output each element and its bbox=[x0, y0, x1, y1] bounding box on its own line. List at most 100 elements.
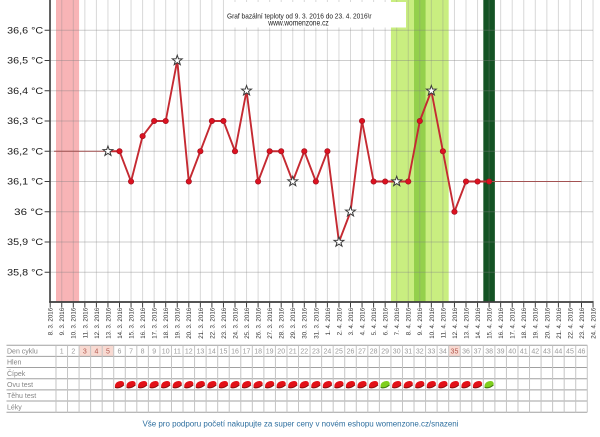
svg-text:36,5 °C: 36,5 °C bbox=[7, 56, 44, 66]
svg-text:2. 4. 2016: 2. 4. 2016 bbox=[336, 307, 343, 335]
svg-text:4: 4 bbox=[94, 349, 98, 356]
svg-text:13: 13 bbox=[196, 349, 204, 356]
svg-text:13. 3. 2016: 13. 3. 2016 bbox=[105, 307, 112, 339]
svg-text:31. 3. 2016: 31. 3. 2016 bbox=[313, 307, 320, 339]
svg-text:8. 4. 2016: 8. 4. 2016 bbox=[406, 307, 413, 335]
svg-text:30: 30 bbox=[393, 349, 401, 356]
svg-text:11: 11 bbox=[174, 349, 181, 356]
svg-text:25: 25 bbox=[335, 349, 343, 356]
svg-text:46: 46 bbox=[578, 349, 586, 356]
svg-text:11. 3. 2016: 11. 3. 2016 bbox=[82, 307, 89, 338]
svg-text:26: 26 bbox=[347, 349, 355, 356]
svg-text:24. 4. 2016: 24. 4. 2016 bbox=[590, 307, 597, 339]
svg-text:Hlen: Hlen bbox=[7, 360, 22, 367]
svg-text:19. 4. 2016: 19. 4. 2016 bbox=[533, 307, 540, 339]
svg-text:3: 3 bbox=[83, 349, 87, 356]
svg-text:10. 3. 2016: 10. 3. 2016 bbox=[71, 307, 78, 339]
svg-text:44: 44 bbox=[555, 349, 563, 356]
svg-text:23: 23 bbox=[312, 349, 320, 356]
svg-text:36 °C: 36 °C bbox=[14, 207, 44, 217]
svg-text:14. 3. 2016: 14. 3. 2016 bbox=[117, 307, 124, 339]
svg-text:6. 4. 2016: 6. 4. 2016 bbox=[383, 307, 390, 335]
svg-text:30. 3. 2016: 30. 3. 2016 bbox=[302, 307, 309, 339]
svg-text:16: 16 bbox=[231, 349, 239, 356]
svg-text:22. 4. 2016: 22. 4. 2016 bbox=[567, 307, 574, 339]
svg-text:35: 35 bbox=[451, 349, 459, 356]
svg-text:12. 3. 2016: 12. 3. 2016 bbox=[94, 307, 101, 339]
svg-text:6: 6 bbox=[118, 349, 122, 356]
svg-text:18: 18 bbox=[254, 349, 262, 356]
svg-text:Čípek: Čípek bbox=[7, 369, 26, 378]
svg-text:1. 4. 2016: 1. 4. 2016 bbox=[325, 307, 332, 335]
svg-text:43: 43 bbox=[543, 349, 551, 356]
svg-text:34: 34 bbox=[439, 349, 447, 356]
svg-text:39: 39 bbox=[497, 349, 505, 356]
svg-text:16. 3. 2016: 16. 3. 2016 bbox=[140, 307, 147, 339]
svg-text:14: 14 bbox=[208, 349, 216, 356]
svg-text:15. 4. 2016: 15. 4. 2016 bbox=[487, 307, 494, 339]
svg-text:9. 4. 2016: 9. 4. 2016 bbox=[417, 307, 424, 335]
svg-text:Léky: Léky bbox=[7, 404, 22, 411]
svg-text:7: 7 bbox=[129, 349, 133, 356]
svg-text:9. 3. 2016: 9. 3. 2016 bbox=[59, 307, 66, 335]
svg-text:20. 4. 2016: 20. 4. 2016 bbox=[544, 307, 551, 339]
svg-text:24: 24 bbox=[324, 349, 332, 356]
svg-text:1: 1 bbox=[60, 349, 64, 356]
svg-text:42: 42 bbox=[531, 349, 539, 356]
svg-text:15: 15 bbox=[220, 349, 228, 356]
svg-text:12. 4. 2016: 12. 4. 2016 bbox=[452, 307, 459, 339]
svg-text:15. 3. 2016: 15. 3. 2016 bbox=[128, 307, 135, 339]
svg-text:31: 31 bbox=[404, 349, 412, 356]
svg-text:24. 3. 2016: 24. 3. 2016 bbox=[232, 307, 239, 339]
svg-text:9: 9 bbox=[152, 349, 156, 356]
svg-text:28. 3. 2016: 28. 3. 2016 bbox=[279, 307, 286, 339]
svg-text:37: 37 bbox=[474, 349, 482, 356]
svg-text:17: 17 bbox=[243, 349, 251, 356]
svg-text:22. 3. 2016: 22. 3. 2016 bbox=[209, 307, 216, 339]
svg-text:17. 4. 2016: 17. 4. 2016 bbox=[510, 307, 517, 339]
svg-text:26. 3. 2016: 26. 3. 2016 bbox=[256, 307, 263, 339]
svg-text:45: 45 bbox=[566, 349, 574, 356]
svg-text:27. 3. 2016: 27. 3. 2016 bbox=[267, 307, 274, 339]
svg-text:10. 4. 2016: 10. 4. 2016 bbox=[429, 307, 436, 339]
svg-text:36: 36 bbox=[462, 349, 470, 356]
svg-text:18. 3. 2016: 18. 3. 2016 bbox=[163, 307, 170, 339]
svg-text:13. 4. 2016: 13. 4. 2016 bbox=[463, 307, 470, 339]
svg-text:25. 3. 2016: 25. 3. 2016 bbox=[244, 307, 251, 339]
svg-text:19. 3. 2016: 19. 3. 2016 bbox=[175, 307, 182, 339]
svg-text:35,8 °C: 35,8 °C bbox=[7, 267, 44, 277]
svg-text:21. 4. 2016: 21. 4. 2016 bbox=[556, 307, 563, 339]
svg-text:35,9 °C: 35,9 °C bbox=[7, 237, 44, 247]
svg-text:5. 4. 2016: 5. 4. 2016 bbox=[371, 307, 378, 335]
svg-text:20. 3. 2016: 20. 3. 2016 bbox=[186, 307, 193, 339]
svg-text:36,6 °C: 36,6 °C bbox=[7, 25, 44, 35]
svg-text:28: 28 bbox=[370, 349, 378, 356]
svg-text:21. 3. 2016: 21. 3. 2016 bbox=[198, 307, 205, 339]
svg-text:36,2 °C: 36,2 °C bbox=[7, 146, 44, 156]
svg-text:23. 4. 2016: 23. 4. 2016 bbox=[579, 307, 586, 339]
svg-text:32: 32 bbox=[416, 349, 424, 356]
svg-text:40: 40 bbox=[508, 349, 516, 356]
svg-text:41: 41 bbox=[520, 349, 528, 356]
svg-text:2: 2 bbox=[71, 349, 75, 356]
svg-text:4. 4. 2016: 4. 4. 2016 bbox=[359, 307, 366, 335]
svg-text:5: 5 bbox=[106, 349, 110, 356]
svg-text:10: 10 bbox=[162, 349, 170, 356]
svg-text:12: 12 bbox=[185, 349, 193, 356]
svg-text:36,1 °C: 36,1 °C bbox=[7, 177, 44, 187]
svg-text:27: 27 bbox=[358, 349, 366, 356]
svg-text:3. 4. 2016: 3. 4. 2016 bbox=[348, 307, 355, 335]
svg-text:Den cyklu: Den cyklu bbox=[7, 349, 38, 356]
svg-text:20: 20 bbox=[277, 349, 285, 356]
svg-text:www.womenzone.cz: www.womenzone.cz bbox=[267, 18, 328, 28]
svg-text:33: 33 bbox=[427, 349, 435, 356]
svg-text:23. 3. 2016: 23. 3. 2016 bbox=[221, 307, 228, 339]
svg-text:36,4 °C: 36,4 °C bbox=[7, 86, 44, 96]
svg-text:Vše pro podporu početí nakupuj: Vše pro podporu početí nakupujte za supe… bbox=[143, 419, 459, 428]
svg-text:18. 4. 2016: 18. 4. 2016 bbox=[521, 307, 528, 339]
svg-text:Graf bazální teploty od 9. 3.: Graf bazální teploty od 9. 3. 2016 do 23… bbox=[227, 12, 372, 21]
svg-text:14. 4. 2016: 14. 4. 2016 bbox=[475, 307, 482, 339]
svg-text:Ovu test: Ovu test bbox=[7, 382, 33, 389]
svg-text:Těhu test: Těhu test bbox=[7, 393, 36, 400]
svg-text:29: 29 bbox=[381, 349, 389, 356]
